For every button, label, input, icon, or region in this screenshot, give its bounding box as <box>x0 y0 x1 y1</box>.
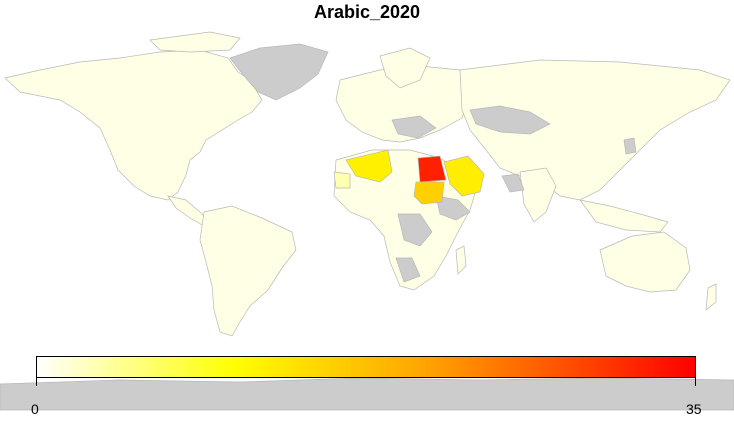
region-sudan <box>413 181 445 205</box>
legend-tick-max <box>695 378 696 386</box>
region-scandinavia <box>379 47 431 89</box>
legend-tick-min <box>36 378 37 386</box>
region-greenland <box>229 43 329 101</box>
legend-gradient <box>36 356 696 378</box>
region-east-europe <box>391 115 437 139</box>
legend-bar <box>36 356 696 378</box>
region-madagascar <box>455 245 467 275</box>
region-india <box>519 167 557 223</box>
region-western-sahara <box>333 171 351 189</box>
region-korea <box>623 137 637 155</box>
region-south-america <box>199 205 297 337</box>
region-central-africa <box>397 213 433 247</box>
region-australia <box>599 231 691 293</box>
region-southeast-asia <box>579 199 669 233</box>
region-new-zealand <box>705 283 717 311</box>
region-algeria <box>345 149 393 183</box>
region-central-asia <box>469 105 551 135</box>
region-north-america <box>4 49 263 201</box>
region-south-asia-nodata <box>501 173 525 193</box>
region-europe <box>335 65 471 143</box>
region-southern-africa <box>395 257 421 283</box>
legend-max-label: 35 <box>686 401 702 417</box>
region-antarctica <box>0 377 734 411</box>
legend-min-label: 0 <box>31 401 39 417</box>
region-horn-africa <box>435 195 471 221</box>
region-asia <box>459 59 731 201</box>
region-egypt <box>417 155 447 183</box>
region-arctic-islands <box>149 31 241 53</box>
map-title: Arabic_2020 <box>313 2 421 22</box>
region-saudi-arabia <box>443 155 485 197</box>
